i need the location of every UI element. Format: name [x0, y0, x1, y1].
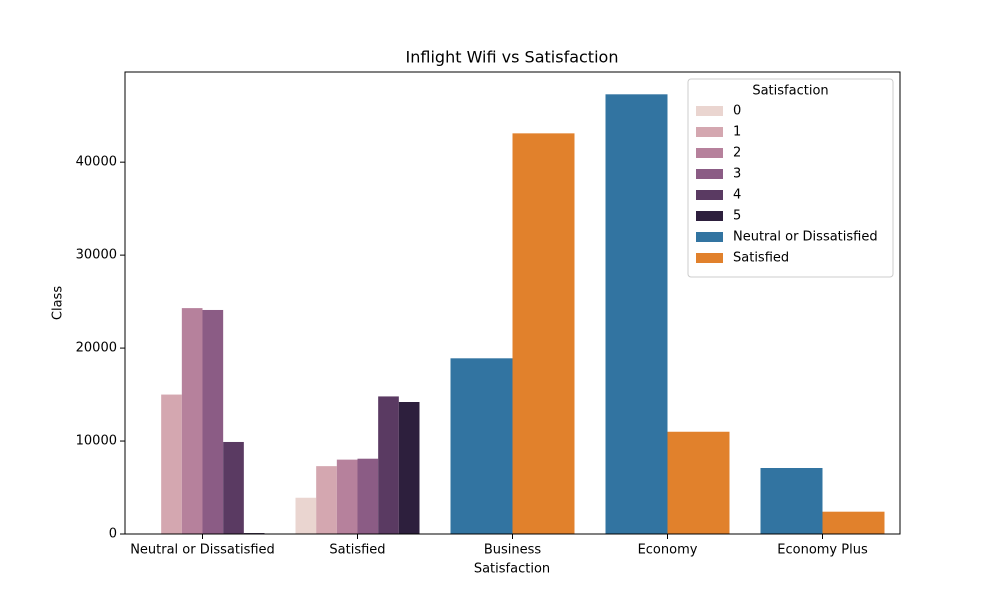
bar: [398, 402, 420, 534]
bar: [295, 497, 317, 534]
y-tick-label: 0: [109, 527, 117, 542]
plot-frame: [124, 71, 901, 535]
bar: [760, 468, 823, 534]
legend-swatch: [696, 253, 723, 263]
bar: [357, 458, 379, 534]
x-tick-label: Business: [484, 543, 542, 558]
bar: [161, 394, 182, 534]
bar: [316, 466, 337, 534]
y-axis-label: Class: [51, 286, 66, 320]
legend-title: Satisfaction: [752, 84, 828, 99]
x-tick-label: Neutral or Dissatisfied: [130, 543, 275, 558]
y-tick-label: 10000: [76, 434, 117, 449]
chart-title: Inflight Wifi vs Satisfaction: [406, 48, 619, 67]
x-axis-label: Satisfaction: [474, 562, 550, 577]
bar: [512, 133, 575, 534]
y-tick-label: 40000: [76, 155, 117, 170]
legend-swatch: [696, 127, 723, 137]
x-tick-label: Economy Plus: [777, 543, 868, 558]
legend-label: 5: [733, 209, 741, 224]
bar: [378, 396, 399, 534]
legend-box: [687, 78, 894, 278]
legend-swatch: [696, 106, 723, 116]
legend-label: 3: [733, 167, 741, 182]
legend-label: 2: [733, 146, 741, 161]
legend-label: Satisfied: [733, 251, 789, 266]
x-tick-label: Satisfied: [329, 543, 385, 558]
bar: [667, 431, 730, 534]
x-tick-label: Economy: [638, 543, 698, 558]
y-tick-label: 20000: [76, 341, 117, 356]
y-tick-label: 30000: [76, 248, 117, 263]
bar: [223, 441, 244, 534]
legend-label: 4: [733, 188, 741, 203]
bar: [202, 309, 224, 534]
legend-swatch: [696, 169, 723, 179]
legend-swatch: [696, 148, 723, 158]
legend-label: Neutral or Dissatisfied: [733, 230, 878, 245]
legend-swatch: [696, 211, 723, 221]
legend-label: 1: [733, 125, 741, 140]
legend-swatch: [696, 232, 723, 242]
bar: [605, 94, 668, 534]
bar: [336, 459, 358, 534]
bar: [822, 511, 885, 534]
legend-label: 0: [733, 104, 741, 119]
bar: [450, 358, 513, 534]
bar: [181, 308, 203, 534]
legend-swatch: [696, 190, 723, 200]
